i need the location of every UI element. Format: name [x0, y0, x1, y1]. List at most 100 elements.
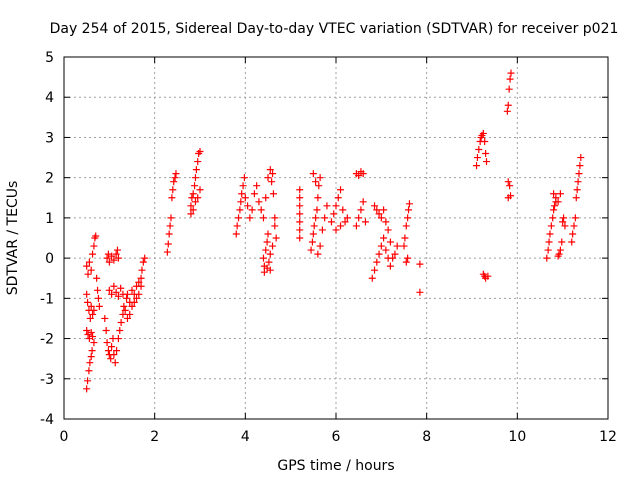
data-point	[323, 202, 331, 210]
data-point	[570, 222, 578, 230]
data-point	[262, 194, 270, 202]
data-point	[168, 194, 176, 202]
data-point	[135, 290, 143, 298]
data-point	[266, 250, 274, 258]
data-point	[405, 200, 413, 208]
data-point	[307, 246, 315, 254]
y-tick-label: 4	[45, 90, 54, 106]
data-point	[259, 214, 267, 222]
data-point	[312, 214, 320, 222]
data-point	[86, 359, 94, 367]
data-point	[296, 218, 304, 226]
data-point	[296, 194, 304, 202]
data-point	[507, 69, 515, 77]
data-point	[401, 234, 409, 242]
data-point	[84, 270, 92, 278]
data-point	[253, 182, 261, 190]
data-point	[192, 166, 200, 174]
grid	[64, 57, 608, 419]
data-point	[573, 186, 581, 194]
data-point	[112, 250, 120, 258]
data-point	[483, 158, 491, 166]
chart-title: Day 254 of 2015, Sidereal Day-to-day VTE…	[50, 21, 619, 37]
data-point	[194, 158, 202, 166]
data-point	[482, 150, 490, 158]
data-point	[481, 137, 489, 145]
data-point	[577, 154, 585, 162]
data-point	[504, 101, 512, 109]
data-point	[187, 210, 195, 218]
data-point	[355, 214, 363, 222]
x-tick-label: 8	[422, 429, 431, 445]
data-point	[94, 286, 102, 294]
data-point	[575, 170, 583, 178]
data-point	[377, 242, 385, 250]
data-point	[574, 178, 582, 186]
data-point	[188, 194, 196, 202]
data-point	[506, 182, 514, 190]
data-point	[84, 298, 92, 306]
data-point	[550, 206, 558, 214]
data-point	[391, 250, 399, 258]
data-point	[128, 286, 136, 294]
data-point	[89, 250, 97, 258]
data-point	[189, 206, 197, 214]
x-tick-label: 10	[508, 429, 526, 445]
y-tick-label: 1	[45, 211, 54, 227]
data-point	[123, 314, 131, 322]
data-point	[473, 154, 481, 162]
data-point	[85, 367, 93, 375]
y-axis-title: SDTVAR / TECUs	[5, 181, 21, 296]
data-point	[296, 210, 304, 218]
data-point	[260, 268, 268, 276]
data-point	[404, 254, 412, 262]
data-point	[128, 302, 136, 310]
data-point	[375, 210, 383, 218]
x-tick-label: 12	[599, 429, 617, 445]
y-tick-label: -2	[40, 332, 54, 348]
data-point	[165, 230, 173, 238]
data-point	[371, 202, 379, 210]
data-point	[86, 314, 94, 322]
x-axis-ticks: 0 2 4 6 8 10 12	[60, 57, 617, 445]
data-point	[239, 182, 247, 190]
data-point	[92, 232, 100, 240]
data-point	[327, 218, 335, 226]
data-point	[126, 310, 134, 318]
data-point	[191, 198, 199, 206]
data-point	[377, 214, 385, 222]
data-point	[90, 306, 98, 314]
data-point	[121, 306, 129, 314]
data-point	[314, 194, 322, 202]
data-point	[393, 242, 401, 250]
data-point	[103, 254, 111, 262]
data-point	[373, 206, 381, 214]
data-point	[141, 254, 149, 262]
data-point	[83, 262, 91, 270]
data-point	[404, 214, 412, 222]
data-point	[330, 210, 338, 218]
data-point	[382, 246, 390, 254]
x-tick-label: 6	[332, 429, 341, 445]
data-point	[246, 214, 254, 222]
data-point	[380, 234, 388, 242]
data-point	[196, 148, 204, 156]
data-point	[507, 192, 515, 200]
data-point	[332, 226, 340, 234]
data-point	[105, 258, 113, 266]
data-point	[163, 248, 171, 256]
data-point	[90, 339, 98, 347]
data-point	[296, 186, 304, 194]
x-tick-label: 4	[241, 429, 250, 445]
y-axis-ticks: -4 -3 -2 -1 0 1 2 3 4 5	[40, 50, 608, 428]
data-point	[167, 214, 175, 222]
data-point	[561, 222, 569, 230]
data-point	[310, 222, 318, 230]
data-point	[551, 202, 559, 210]
data-point	[504, 178, 512, 186]
data-point	[321, 214, 329, 222]
data-point	[108, 290, 116, 298]
data-point	[571, 214, 579, 222]
data-point	[341, 218, 349, 226]
data-point	[257, 206, 265, 214]
